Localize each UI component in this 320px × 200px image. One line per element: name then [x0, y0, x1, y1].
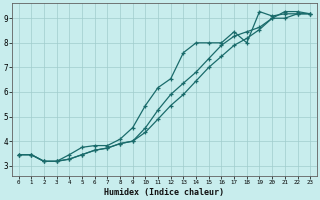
X-axis label: Humidex (Indice chaleur): Humidex (Indice chaleur) — [104, 188, 224, 197]
